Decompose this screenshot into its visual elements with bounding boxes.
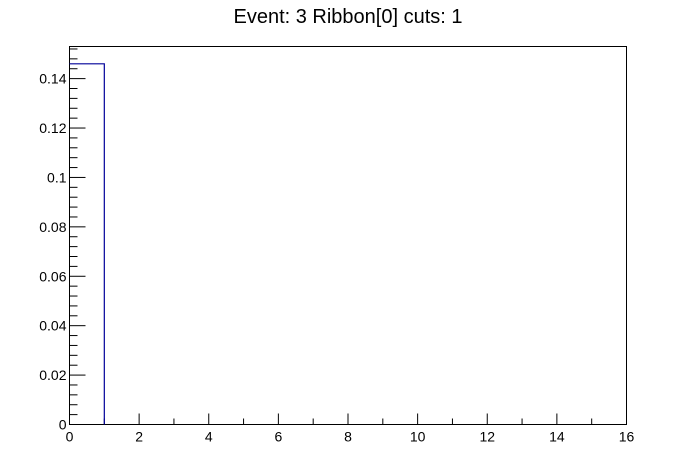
y-tick-label: 0.14 xyxy=(39,71,66,87)
y-axis: 0 0.02 0.04 0.06 0.08 0.1 0.12 0.14 xyxy=(39,48,86,433)
plot-frame xyxy=(69,46,627,425)
histogram-bin xyxy=(69,63,105,425)
chart-title: Event: 3 Ribbon[0] cuts: 1 xyxy=(233,6,462,28)
x-tick-label: 0 xyxy=(66,429,74,445)
y-tick-label: 0.12 xyxy=(39,120,66,136)
y-tick-label: 0.04 xyxy=(39,318,66,334)
x-tick-label: 8 xyxy=(344,429,352,445)
y-tick-label: 0.08 xyxy=(39,219,66,235)
x-tick-label: 4 xyxy=(205,429,213,445)
x-tick-label: 2 xyxy=(135,429,143,445)
y-tick-label: 0.02 xyxy=(39,367,66,383)
x-tick-label: 10 xyxy=(410,429,426,445)
histogram-series xyxy=(69,63,105,425)
x-tick-label: 16 xyxy=(619,429,635,445)
x-axis: 0 2 4 6 8 10 12 14 16 xyxy=(66,413,635,445)
y-tick-label: 0.1 xyxy=(47,169,67,185)
y-tick-label: 0.06 xyxy=(39,268,66,284)
y-tick-label: 0 xyxy=(59,417,67,433)
x-tick-label: 12 xyxy=(479,429,495,445)
x-tick-label: 14 xyxy=(549,429,565,445)
x-tick-label: 6 xyxy=(274,429,282,445)
